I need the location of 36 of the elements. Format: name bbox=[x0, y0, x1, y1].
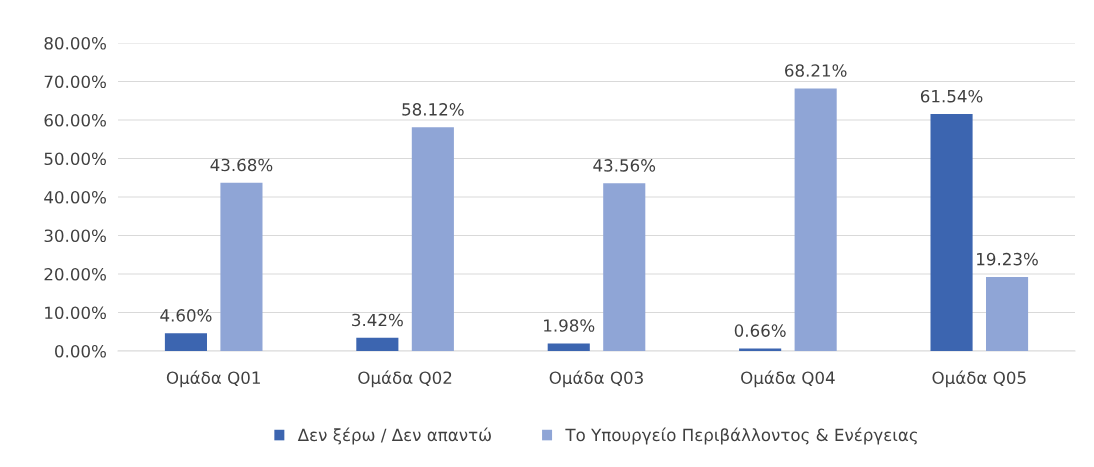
bar bbox=[220, 182, 263, 351]
data-label: 3.42% bbox=[352, 313, 403, 327]
x-tick-label: Ομάδα Q03 bbox=[549, 370, 643, 388]
x-tick-label: Ομάδα Q05 bbox=[932, 370, 1026, 388]
bar bbox=[411, 127, 454, 351]
data-label: 58.12% bbox=[402, 103, 464, 116]
legend-label: Το Υπουργείο Περιβάλλοντος & Ενέργειας bbox=[565, 427, 917, 445]
y-tick-label: 50.00% bbox=[44, 152, 106, 166]
y-tick-label: 70.00% bbox=[44, 75, 106, 89]
bar bbox=[986, 276, 1029, 351]
bar bbox=[547, 343, 590, 351]
y-tick-label: 80.00% bbox=[44, 36, 106, 50]
data-label: 43.68% bbox=[210, 158, 273, 172]
data-label: 43.56% bbox=[593, 159, 656, 172]
bar bbox=[164, 333, 207, 351]
y-tick-label: 60.00% bbox=[44, 113, 106, 127]
x-tick-label: Ομάδα Q02 bbox=[358, 370, 452, 388]
bar bbox=[930, 114, 973, 351]
data-label: 61.54% bbox=[920, 89, 983, 103]
y-tick-label: 10.00% bbox=[45, 306, 106, 320]
y-tick-label: 0.00% bbox=[55, 344, 106, 358]
data-label: 4.60% bbox=[160, 309, 212, 322]
data-label: 0.66% bbox=[734, 324, 786, 337]
y-tick-label: 30.00% bbox=[44, 229, 106, 243]
x-tick-label: Ομάδα Q01 bbox=[166, 370, 260, 388]
data-label: 1.98% bbox=[544, 319, 595, 332]
data-label: 19.23% bbox=[977, 252, 1038, 266]
legend-label: Δεν ξέρω / Δεν απαντώ bbox=[297, 427, 491, 445]
bar bbox=[356, 337, 399, 351]
bar bbox=[794, 88, 837, 351]
data-label: 68.21% bbox=[785, 64, 847, 77]
y-tick-label: 40.00% bbox=[44, 190, 106, 204]
bar bbox=[603, 183, 646, 351]
bar bbox=[739, 348, 782, 351]
x-tick-label: Ομάδα Q04 bbox=[741, 370, 835, 388]
y-tick-label: 20.00% bbox=[44, 267, 106, 281]
